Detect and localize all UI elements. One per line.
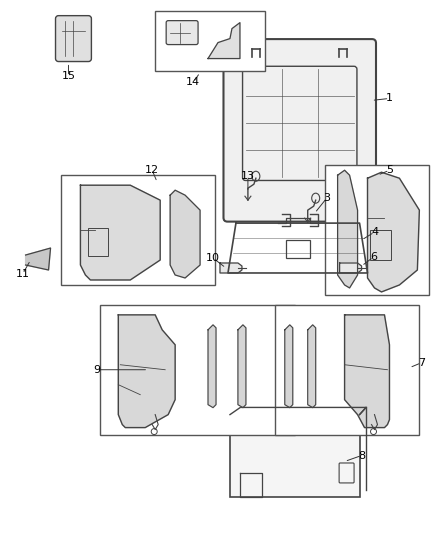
- Polygon shape: [81, 185, 160, 280]
- Polygon shape: [338, 170, 357, 288]
- Text: 7: 7: [418, 358, 425, 368]
- Bar: [286, 240, 310, 258]
- Polygon shape: [208, 325, 216, 408]
- Text: 5: 5: [386, 165, 393, 175]
- Text: 8: 8: [358, 450, 365, 461]
- FancyBboxPatch shape: [56, 15, 92, 61]
- Text: 4: 4: [371, 227, 378, 237]
- Bar: [88, 228, 108, 256]
- Text: 1: 1: [386, 93, 393, 103]
- Polygon shape: [220, 263, 242, 273]
- FancyBboxPatch shape: [166, 21, 198, 45]
- Polygon shape: [170, 190, 200, 278]
- Bar: [155, 11, 265, 70]
- Polygon shape: [208, 22, 240, 59]
- FancyBboxPatch shape: [223, 39, 376, 222]
- Polygon shape: [345, 315, 389, 427]
- Text: 9: 9: [93, 365, 100, 375]
- Bar: [100, 305, 295, 434]
- Text: 10: 10: [206, 253, 220, 263]
- Polygon shape: [308, 325, 316, 408]
- Text: 3: 3: [323, 193, 330, 203]
- Text: 11: 11: [16, 269, 30, 279]
- Bar: [60, 175, 215, 285]
- Bar: [325, 165, 429, 295]
- Text: 15: 15: [61, 71, 75, 82]
- Polygon shape: [238, 325, 246, 408]
- Text: 12: 12: [145, 165, 159, 175]
- Text: 13: 13: [241, 171, 255, 181]
- FancyBboxPatch shape: [230, 415, 360, 497]
- Polygon shape: [285, 325, 293, 408]
- Text: 6: 6: [370, 252, 377, 262]
- Bar: [275, 305, 419, 434]
- Bar: [370, 230, 392, 260]
- Polygon shape: [25, 248, 50, 270]
- Polygon shape: [339, 263, 361, 273]
- Polygon shape: [118, 315, 175, 427]
- Text: 14: 14: [186, 77, 200, 87]
- Polygon shape: [367, 172, 419, 292]
